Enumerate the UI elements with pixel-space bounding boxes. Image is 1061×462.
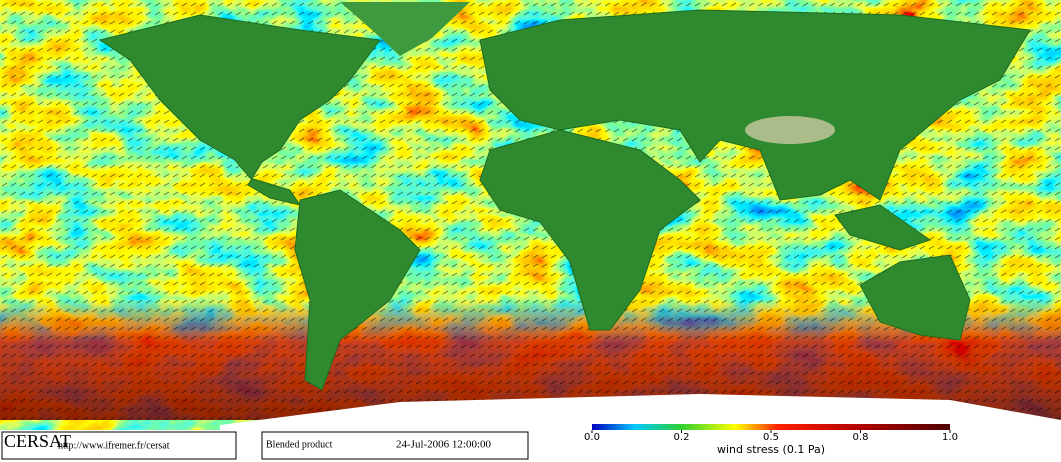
logo: CERSAT [4, 431, 71, 451]
colorbar-tick-label: 1.0 [942, 432, 958, 443]
date: 24-Jul-2006 12:00:00 [396, 439, 492, 451]
url: http://www.ifremer.fr/cersat [58, 440, 170, 451]
logo-box [1, 431, 237, 460]
eurasia [479, 9, 1031, 201]
land [98, 9, 1031, 391]
tibet [745, 116, 835, 144]
colorbar-tick-label: 0.0 [584, 432, 600, 443]
africa [479, 129, 701, 331]
indonesia [834, 204, 932, 251]
greenland [340, 2, 470, 56]
colorbar-title: wind stress (0.1 Pa) [717, 443, 825, 456]
info-box [261, 431, 529, 460]
colorbar [592, 424, 950, 430]
australia [859, 254, 971, 341]
north-america [98, 14, 381, 206]
colorbar-tick-label: 0.5 [763, 432, 779, 443]
product: Blended product [266, 439, 333, 450]
colorbar-tick-label: 0.8 [853, 432, 869, 443]
south-america [294, 189, 421, 391]
colorbar-tick-label: 0.2 [674, 432, 690, 443]
